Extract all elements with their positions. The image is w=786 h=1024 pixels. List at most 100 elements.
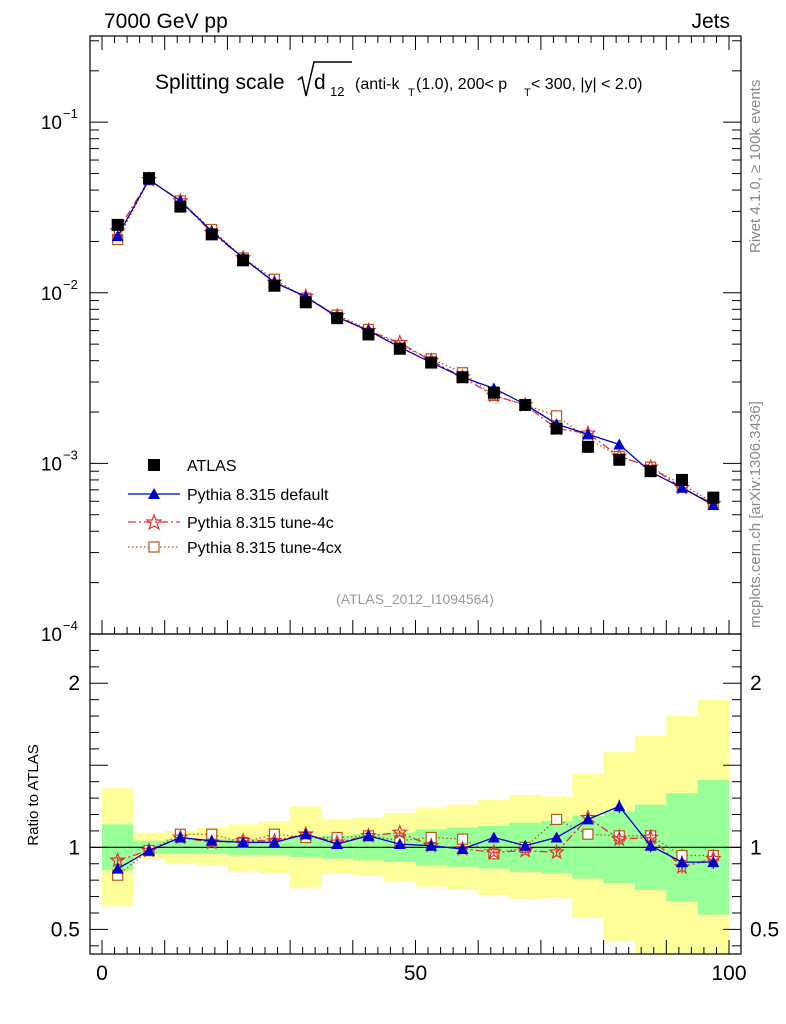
point-atlas-9 [393, 342, 406, 355]
point-atlas-14 [550, 422, 563, 435]
ratio-ytick-label-left-2: 2 [68, 672, 80, 695]
point-atlas-13 [519, 398, 532, 411]
ratio-point-default-3 [205, 834, 218, 846]
legend-marker-atlas [148, 459, 160, 471]
band-green-2 [164, 839, 197, 854]
point-atlas-7 [331, 312, 344, 325]
ratio-point-default-17 [644, 839, 657, 851]
main-series-group [109, 171, 722, 511]
ratio-point-default-2 [174, 831, 187, 843]
ratio-point-default-15 [581, 813, 594, 825]
ratio-point-default-1 [143, 844, 156, 856]
point-atlas-10 [425, 356, 438, 369]
title-details-prefix: (anti-k [355, 76, 400, 93]
header-right: Jets [691, 10, 730, 33]
point-atlas-1 [143, 172, 156, 185]
title-symbol: d [314, 71, 326, 94]
ratio-ytick-label-right-1: 1 [750, 836, 762, 859]
ytick-label-base-2: 10 [41, 454, 62, 475]
sqrt-symbol [297, 61, 352, 97]
ratio-point-default-18 [675, 856, 688, 868]
band-green-3 [196, 839, 228, 854]
title-details-mid: (1.0), 200< p [416, 76, 507, 93]
title-subscript: 12 [330, 84, 344, 99]
plot-title: Splitting scale d 12 (anti-k T (1.0), 20… [155, 61, 643, 99]
legend-marker-4cx [148, 541, 160, 553]
ratio-point-tune4c-18 [673, 858, 691, 875]
ratio-point-default-5 [268, 836, 281, 848]
point-default-18 [675, 481, 688, 493]
point-atlas-6 [299, 296, 312, 309]
analysis-watermark: (ATLAS_2012_I1094564) [336, 591, 494, 607]
ratio-point-default-9 [393, 838, 406, 850]
ratio-ytick-label-left-1: 1 [68, 836, 80, 859]
point-atlas-12 [487, 386, 500, 399]
ratio-point-tune4cx-15 [582, 828, 594, 840]
ratio-point-tune4c-9 [391, 823, 409, 840]
ratio-point-default-16 [613, 800, 626, 812]
ratio-point-tune4c-16 [611, 830, 628, 847]
ratio-point-tune4c-12 [485, 843, 503, 860]
mcplots-label: mcplots.cern.ch [arXiv:1306.3436] [747, 401, 764, 628]
ytick-label-base-3: 10 [41, 625, 62, 646]
legend-label-atlas: ATLAS [187, 458, 237, 475]
point-atlas-3 [205, 228, 218, 241]
legend: ATLAS Pythia 8.315 default Pythia 8.315 … [128, 458, 342, 557]
xtick-label-100: 100 [711, 962, 746, 985]
point-atlas-17 [644, 465, 657, 478]
ytick-label-base-0: 10 [41, 113, 62, 134]
legend-label-4c: Pythia 8.315 tune-4c [187, 515, 334, 532]
title-details-suffix: < 300, |y| < 2.0) [531, 76, 643, 93]
point-atlas-5 [268, 279, 281, 292]
ratio-point-default-10 [425, 839, 438, 851]
ratio-point-default-13 [519, 839, 532, 851]
legend-label-4cx: Pythia 8.315 tune-4cx [187, 540, 342, 557]
ratio-point-tune4c-14 [548, 843, 565, 860]
title-details-sub-t: T [408, 87, 415, 99]
ytick-label-exp-0: −1 [63, 106, 78, 121]
ratio-point-default-6 [299, 828, 312, 840]
ratio-point-default-7 [331, 838, 344, 850]
ratio-point-tune4cx-14 [550, 813, 563, 826]
xtick-label-50: 50 [404, 962, 427, 985]
ratio-series-group [109, 799, 722, 881]
ratio-point-default-19 [707, 856, 720, 868]
ratio-line-default [117, 805, 714, 870]
ratio-point-default-0 [111, 862, 124, 874]
ratio-ylabel: Ratio to ATLAS [25, 744, 42, 845]
point-atlas-11 [456, 371, 469, 384]
legend-marker-4c [145, 513, 163, 531]
point-atlas-4 [237, 254, 250, 267]
header-left: 7000 GeV pp [104, 10, 228, 33]
point-atlas-19 [707, 491, 720, 504]
xtick-label-0: 0 [96, 962, 108, 985]
point-atlas-0 [111, 218, 124, 231]
ytick-label-exp-3: −4 [63, 618, 78, 633]
ytick-label-exp-1: −2 [63, 277, 78, 292]
rivet-label: Rivet 4.1.0, ≥ 100k events [747, 80, 764, 253]
point-default-15 [581, 428, 594, 440]
ratio-point-default-8 [362, 829, 375, 841]
ratio-point-default-4 [237, 836, 250, 848]
point-atlas-16 [613, 453, 626, 466]
ratio-point-default-11 [456, 842, 469, 854]
point-default-16 [613, 438, 626, 450]
ytick-label-exp-2: −3 [63, 447, 78, 462]
ratio-point-default-12 [487, 831, 500, 843]
point-default-19 [707, 499, 720, 511]
point-atlas-2 [174, 200, 187, 213]
point-atlas-18 [675, 473, 688, 486]
point-atlas-8 [362, 328, 375, 341]
title-main: Splitting scale [155, 71, 285, 94]
legend-marker-default [148, 488, 160, 499]
legend-label-default: Pythia 8.315 default [187, 487, 329, 504]
ratio-ytick-label-right-2: 2 [750, 672, 762, 695]
ytick-label-base-1: 10 [41, 284, 62, 305]
title-details-sub-t2: T [524, 87, 531, 99]
point-default-0 [111, 230, 124, 242]
ratio-point-default-14 [550, 831, 563, 843]
point-atlas-15 [581, 440, 594, 453]
ratio-ytick-label-right-0: 0.5 [750, 918, 779, 941]
